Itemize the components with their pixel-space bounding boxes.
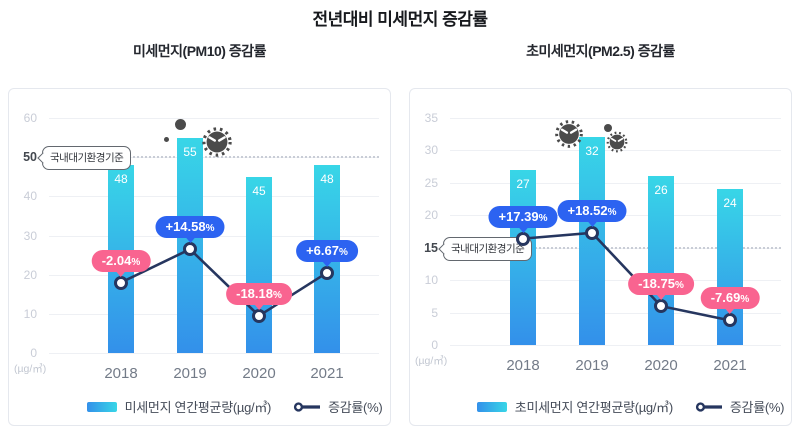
dust-particle-icon [163, 136, 169, 142]
gridline [49, 196, 379, 198]
line-marker [516, 231, 530, 246]
change-badge: +6.67% [296, 239, 358, 262]
gridline [450, 150, 781, 152]
x-axis-label: 2021 [713, 357, 747, 374]
gridline [49, 353, 379, 354]
reference-line [49, 156, 379, 159]
y-axis-tick-label: 20 [23, 267, 37, 282]
line-marker [183, 242, 197, 257]
x-axis-label: 2018 [506, 357, 540, 374]
legend-line-icon [293, 401, 321, 412]
unit-label: (µg/㎥) [14, 363, 47, 375]
y-axis-tick-label: 15 [424, 240, 438, 255]
change-badge: -2.04% [91, 249, 151, 272]
change-badge: +18.52% [557, 199, 627, 222]
chart-title-pm10: 미세먼지(PM10) 증감률 [133, 43, 266, 59]
change-badge: +14.58% [155, 216, 225, 239]
line-marker [723, 313, 737, 328]
chart-title-pm25: 초미세먼지(PM2.5) 증감률 [526, 43, 675, 59]
bar-2020 [246, 176, 272, 353]
bar-value-label: 32 [585, 144, 599, 159]
bar-2019 [579, 137, 605, 345]
bar-value-label: 45 [252, 183, 266, 198]
y-axis-tick-label: 0 [431, 338, 438, 352]
bar-2020 [648, 176, 674, 345]
dust-particle-icon [174, 118, 186, 130]
line-marker [252, 308, 266, 323]
x-axis-label: 2018 [104, 365, 138, 382]
change-badge: -7.69% [700, 287, 760, 310]
x-axis-label: 2019 [173, 365, 207, 382]
legend-bar-swatch [86, 401, 117, 412]
y-axis-tick-label: 30 [23, 228, 37, 243]
line-marker [114, 275, 128, 290]
x-axis-label: 2021 [310, 365, 344, 382]
bar-value-label: 26 [654, 183, 668, 198]
dust-particle-icon [604, 124, 612, 132]
y-axis-tick-label: 10 [424, 273, 438, 288]
y-axis-tick-label: 25 [424, 175, 438, 190]
x-axis-label: 2020 [644, 357, 678, 374]
change-badge: +17.39% [488, 205, 558, 228]
bar-value-label: 27 [516, 176, 530, 191]
bar-value-label: 48 [320, 172, 334, 186]
line-marker [654, 299, 668, 314]
y-axis-tick-label: 40 [23, 189, 37, 204]
y-axis-tick-label: 50 [23, 150, 37, 165]
legend-bar-label: 미세먼지 연간평균량(µg/㎥) [124, 400, 272, 415]
bar-value-label: 48 [114, 172, 128, 186]
dust-mite-icon [200, 125, 234, 164]
legend-bar-swatch [476, 401, 507, 412]
legend-line-label: 증감률(%) [328, 400, 383, 415]
pm10-chart-section: 미세먼지(PM10) 증감률 0 10 20 30 40 50 60 국내대기환경기준 48 55… [8, 41, 391, 426]
y-axis-tick-label: 60 [23, 111, 37, 125]
reference-label-bubble: 국내대기환경기준 [443, 236, 533, 261]
line-marker [585, 225, 599, 240]
line-marker [320, 265, 334, 280]
pm25-chart-card: 0 5 10 15 20 25 30 35 국내대기환경기준 27 32 26 24 +17.39% +18… [409, 88, 792, 426]
y-axis-tick-label: 0 [30, 346, 37, 360]
legend-line-icon [695, 401, 722, 412]
legend-bar-label: 초미세먼지 연간평균량(µg/㎥) [514, 400, 673, 415]
y-axis-tick-label: 10 [23, 306, 37, 321]
dust-mite-icon [605, 130, 629, 159]
y-axis-tick-label: 20 [424, 208, 438, 223]
unit-label: (µg/㎥) [415, 355, 448, 367]
pm25-chart-section: 초미세먼지(PM2.5) 증감률 0 5 10 15 20 25 30 35 국내대기환경기준 2… [409, 41, 792, 426]
bar-value-label: 55 [183, 144, 197, 159]
gridline [450, 182, 781, 184]
legend-line-label: 증감률(%) [729, 400, 785, 415]
gridline [49, 118, 379, 119]
x-axis-label: 2019 [575, 357, 609, 374]
y-axis-tick-label: 35 [424, 111, 438, 125]
gridline [450, 345, 781, 346]
page-title: 전년대비 미세먼지 증감률 [312, 10, 489, 29]
gridline [450, 118, 781, 119]
change-badge: -18.18% [226, 282, 292, 305]
bar-value-label: 24 [723, 196, 737, 211]
legend: 미세먼지 연간평균량(µg/㎥) 증감률(%) [9, 397, 390, 416]
reference-label-bubble: 국내대기환경기준 [42, 146, 132, 171]
pm10-chart-card: 0 10 20 30 40 50 60 국내대기환경기준 48 55 45 48 -2.04% +14.5… [8, 88, 391, 426]
y-axis-tick-label: 30 [424, 143, 438, 158]
y-axis-tick-label: 5 [431, 305, 438, 320]
x-axis-label: 2020 [242, 365, 276, 382]
change-badge: -18.75% [628, 273, 694, 296]
dust-mite-icon [553, 118, 585, 155]
legend: 초미세먼지 연간평균량(µg/㎥) 증감률(%) [410, 397, 791, 416]
